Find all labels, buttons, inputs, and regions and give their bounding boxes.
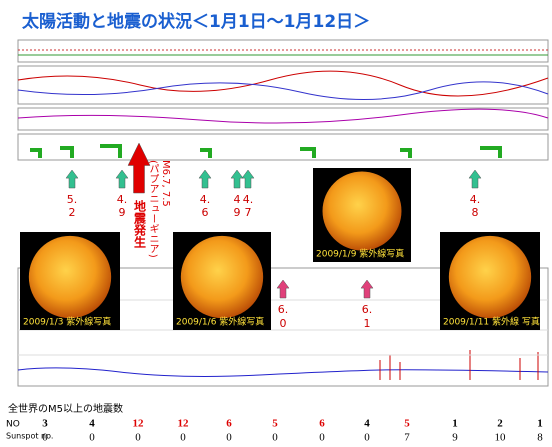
sun (322, 171, 402, 251)
table-heading: 全世界のM5以上の地震数 (8, 402, 123, 415)
sun (448, 235, 532, 319)
photo-caption: 2009/1/11 紫外線 写真 (443, 316, 540, 328)
quake-top: 4. (200, 193, 211, 206)
quake-bottom: 9 (119, 206, 126, 219)
arrow (127, 142, 151, 194)
row-label: NO (6, 420, 20, 430)
arrow (65, 169, 79, 189)
cell: 6 (226, 418, 232, 430)
cell: 0 (364, 432, 370, 444)
quake-place: (パプアニューギニア) (147, 160, 159, 258)
arrow (241, 169, 255, 189)
cell: 4 (89, 418, 95, 430)
photo-caption: 2009/1/6 紫外線写真 (176, 316, 264, 328)
flare-bottom: 1 (364, 317, 371, 330)
cell: 12 (178, 418, 190, 430)
cell: 0 (319, 432, 325, 444)
top-plots (17, 39, 549, 161)
flare-top: 6. (362, 303, 373, 316)
cell: 5 (404, 418, 410, 430)
quake-bottom: 6 (202, 206, 209, 219)
cell: 0 (135, 432, 141, 444)
row-label: Sunspot no. (6, 432, 53, 441)
quake-top: 4. (117, 193, 128, 206)
cell: 0 (180, 432, 186, 444)
quake-top: 4. (243, 193, 254, 206)
quake-bottom: 9 (234, 206, 241, 219)
cell: 0 (89, 432, 95, 444)
cell: 7 (404, 432, 410, 444)
cell: 6 (319, 418, 325, 430)
quake-bottom: 8 (472, 206, 479, 219)
quake-magnitude: M6.7, 7.5 (160, 160, 171, 207)
cell: 1 (452, 418, 458, 430)
cell: 5 (272, 418, 278, 430)
arrow (360, 279, 374, 299)
quake-bottom: 7 (245, 206, 252, 219)
sun (180, 235, 264, 319)
cell: 9 (452, 432, 458, 444)
cell: 8 (537, 432, 543, 444)
title: 太陽活動と地震の状況＜1月1日～1月12日＞ (22, 11, 370, 32)
cell: 12 (133, 418, 145, 430)
quake-label: 地震発生 (133, 199, 147, 249)
quake-top: 4 (234, 193, 241, 206)
arrow (115, 169, 129, 189)
quake-top: 5. (67, 193, 78, 206)
flare-bottom: 0 (280, 317, 287, 330)
arrow (230, 169, 244, 189)
cell: 2 (497, 418, 503, 430)
top-traces (17, 49, 549, 158)
flare-top: 6. (278, 303, 289, 316)
sun (28, 235, 112, 319)
cell: 10 (495, 432, 507, 444)
quake-top: 4. (470, 193, 481, 206)
arrow (276, 279, 290, 299)
cell: 4 (364, 418, 370, 430)
photo-caption: 2009/1/3 紫外線写真 (23, 316, 111, 328)
photo-caption: 2009/1/9 紫外線写真 (316, 248, 404, 260)
quake-bottom: 2 (69, 206, 76, 219)
arrow (198, 169, 212, 189)
cell: 1 (537, 418, 543, 430)
arrow (468, 169, 482, 189)
cell: 3 (42, 418, 48, 430)
cell: 0 (42, 432, 48, 444)
cell: 0 (272, 432, 278, 444)
cell: 0 (226, 432, 232, 444)
